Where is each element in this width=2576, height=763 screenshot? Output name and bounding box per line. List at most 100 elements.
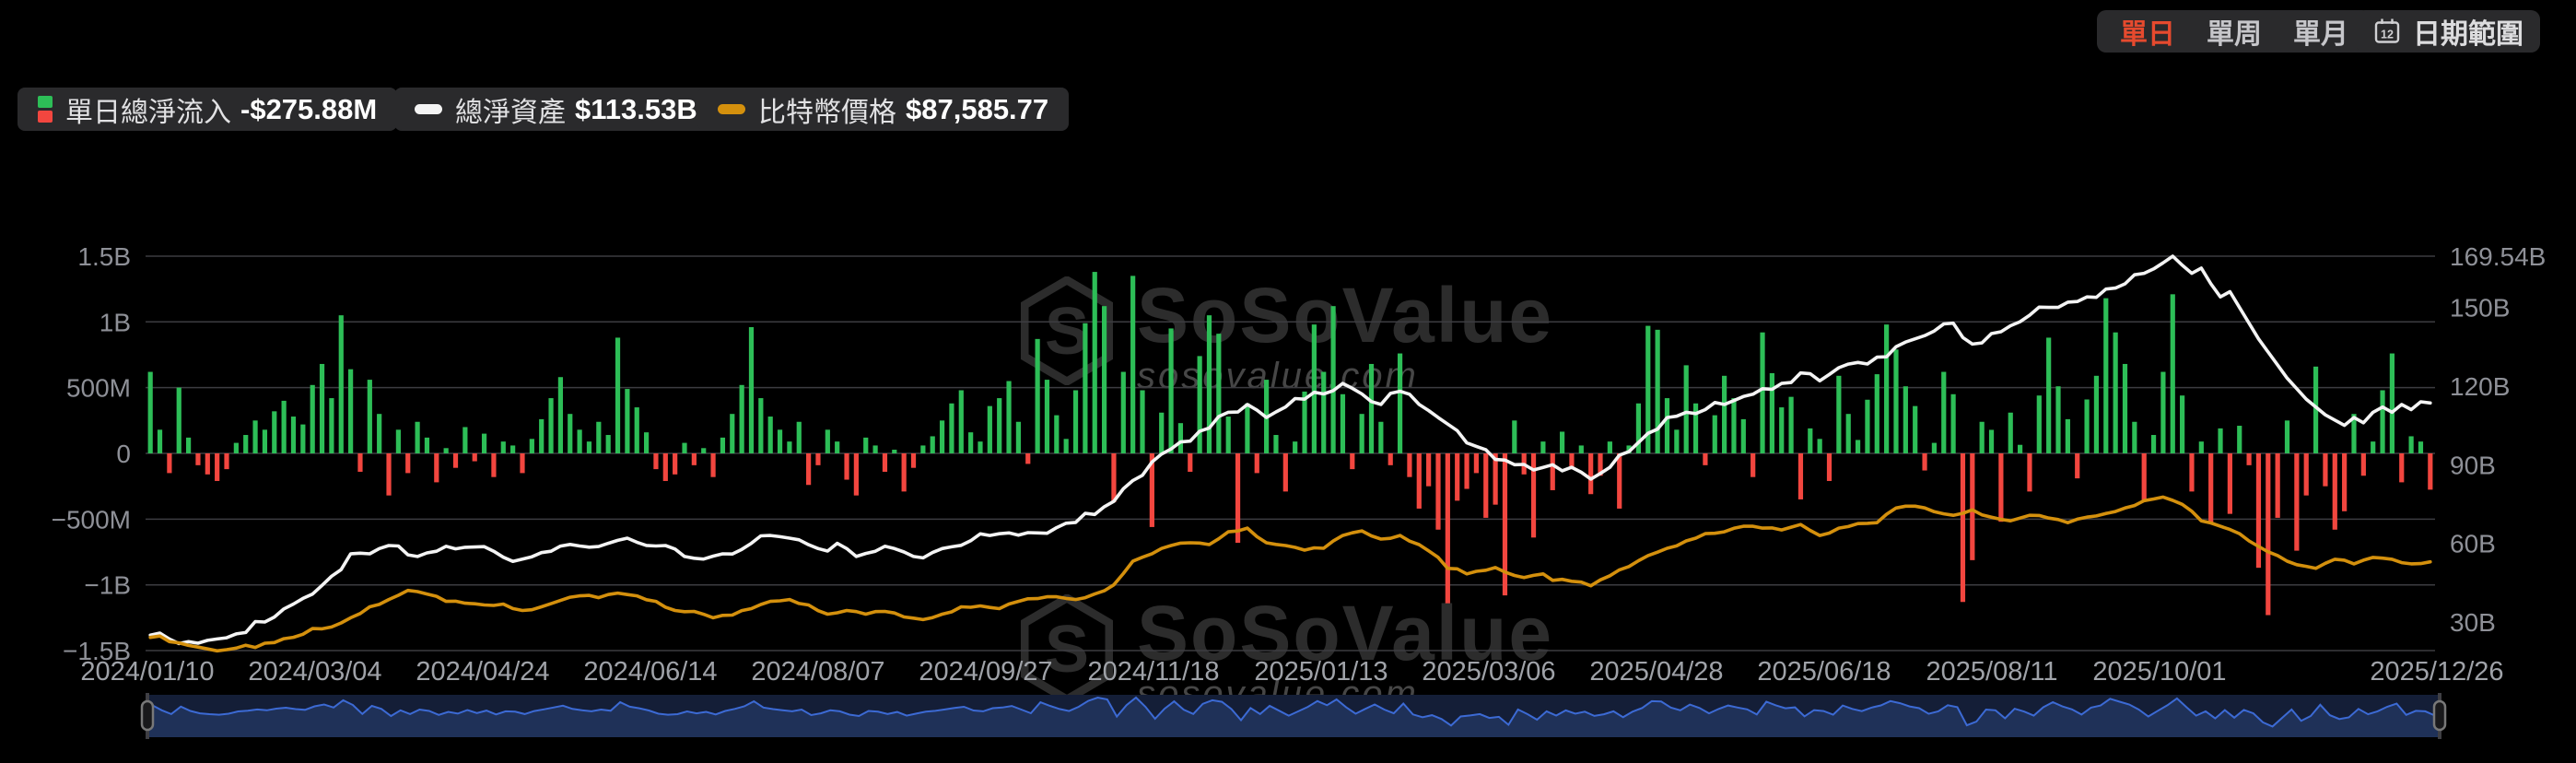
inflow-bar — [1321, 371, 1327, 453]
left-axis-labels: 1.5B 1B 500M 0 −500M −1B −1.5B — [52, 242, 131, 665]
inflow-bar — [2380, 390, 2385, 453]
inflow-bar — [2389, 353, 2395, 453]
inflow-bar — [2275, 453, 2280, 518]
inflow-bar — [1988, 429, 1995, 453]
inflow-bar — [1617, 453, 1622, 509]
inflow-bar — [901, 453, 907, 492]
legend-label: 單日總淨流入 — [65, 97, 231, 128]
legend-label: 比特幣價格 — [758, 97, 896, 128]
inflow-bar — [1970, 453, 1975, 560]
inflow-bar — [615, 337, 621, 453]
inflow-bar — [872, 445, 878, 453]
inflow-bar — [1359, 414, 1364, 453]
inflow-bar — [2266, 453, 2271, 616]
inflow-bar — [272, 411, 277, 453]
inflow-bar — [1941, 371, 1947, 453]
inflow-bar — [2160, 371, 2166, 453]
navigator-right-handle[interactable] — [2432, 693, 2447, 739]
tab-weekly[interactable]: 單周 — [2207, 19, 2262, 50]
inflow-bar — [2360, 453, 2366, 476]
handle-grip-icon — [140, 699, 155, 732]
inflow-bar — [2055, 386, 2061, 453]
inflow-bar — [958, 390, 964, 453]
inflow-bar — [1960, 453, 1966, 603]
inflow-bar — [472, 453, 477, 462]
inflow-bar — [281, 400, 287, 453]
inflow-bar — [949, 403, 954, 453]
inflow-bar — [662, 453, 668, 481]
inflow-bar — [1540, 441, 1546, 453]
x-axis-tick: 2025/03/06 — [1422, 657, 1555, 687]
inflow-bar — [2371, 441, 2376, 453]
x-axis-tick: 2024/09/27 — [919, 657, 1052, 687]
inflow-bar — [720, 437, 726, 453]
inflow-bar — [1874, 374, 1879, 453]
inflow-bar — [1779, 407, 1785, 453]
inflow-bar — [1464, 453, 1469, 489]
x-axis-tick: 2025/06/18 — [1757, 657, 1891, 687]
inflow-bar — [491, 453, 497, 477]
inflow-bar — [2332, 453, 2337, 530]
inflow-bar — [596, 421, 602, 453]
right-axis-labels: 169.54B 150B 120B 90B 60B 30B — [2450, 242, 2546, 637]
inflow-bar — [1512, 420, 1517, 453]
inflow-bar — [2237, 426, 2242, 453]
inflow-bar — [1111, 453, 1117, 502]
legend-value: $87,585.77 — [906, 92, 1049, 125]
inflow-bar — [1006, 381, 1012, 453]
navigator-line — [151, 696, 2436, 728]
period-tab-group: 單日 單周 單月 — [2097, 10, 2371, 53]
inflow-bar — [586, 441, 592, 453]
navigator-area — [147, 698, 2440, 737]
inflow-bar — [1072, 390, 1079, 453]
tab-monthly[interactable]: 單月 — [2293, 19, 2348, 50]
inflow-bar — [1683, 365, 1689, 453]
inflow-bar — [1235, 453, 1241, 544]
inflow-bar — [2122, 363, 2128, 453]
inflow-bar — [2255, 453, 2262, 569]
inflow-bar — [2065, 418, 2070, 453]
inflow-bar — [1483, 453, 1489, 518]
inflow-bar — [434, 453, 439, 483]
inflow-bar — [987, 405, 992, 453]
legend-total-net-assets[interactable]: 總淨資產 $113.53B — [394, 88, 718, 131]
date-range-button[interactable]: 12 日期範圍 — [2356, 10, 2540, 53]
inflow-bar — [1015, 421, 1022, 453]
inflow-bar — [634, 407, 639, 453]
inflow-bar — [1473, 453, 1480, 474]
inflow-bar — [1245, 403, 1250, 453]
right-axis-tick: 150B — [2450, 294, 2510, 323]
inflow-bar — [2428, 453, 2433, 490]
inflow-bar — [185, 437, 192, 453]
inflow-bar — [748, 327, 755, 453]
inflow-bar — [1893, 349, 1899, 453]
inflow-bar — [1293, 441, 1298, 453]
inflow-bar — [2180, 395, 2185, 453]
inflow-bar — [1120, 371, 1126, 453]
inflow-bar — [968, 432, 974, 453]
inflow-bar — [2046, 337, 2052, 453]
inflow-bar — [1808, 428, 1813, 453]
inflow-bar — [205, 453, 210, 475]
inflow-bar — [1311, 324, 1317, 453]
inflow-bar — [395, 429, 401, 453]
inflow-bar — [1282, 453, 1288, 492]
inflow-bar — [653, 453, 659, 470]
inflow-bar — [147, 371, 153, 453]
tab-daily[interactable]: 單日 — [2120, 19, 2175, 50]
inflow-bar — [1168, 328, 1174, 453]
inflow-bar — [510, 445, 516, 453]
legend-label: 總淨資產 — [455, 97, 566, 128]
navigator-left-handle[interactable] — [140, 693, 155, 739]
inflow-bar — [605, 435, 611, 453]
plot-area[interactable] — [146, 134, 2435, 651]
legend-daily-net-inflow[interactable]: 單日總淨流入 -$275.88M — [18, 88, 398, 131]
legend-value: -$275.88M — [240, 92, 378, 125]
inflow-bar — [443, 448, 449, 453]
inflow-bar — [1607, 441, 1612, 453]
inflow-bar — [2418, 441, 2424, 453]
inflow-bar — [1931, 442, 1938, 453]
inflow-bar — [252, 420, 258, 453]
legend-btc-price[interactable]: 比特幣價格 $87,585.77 — [697, 88, 1070, 131]
